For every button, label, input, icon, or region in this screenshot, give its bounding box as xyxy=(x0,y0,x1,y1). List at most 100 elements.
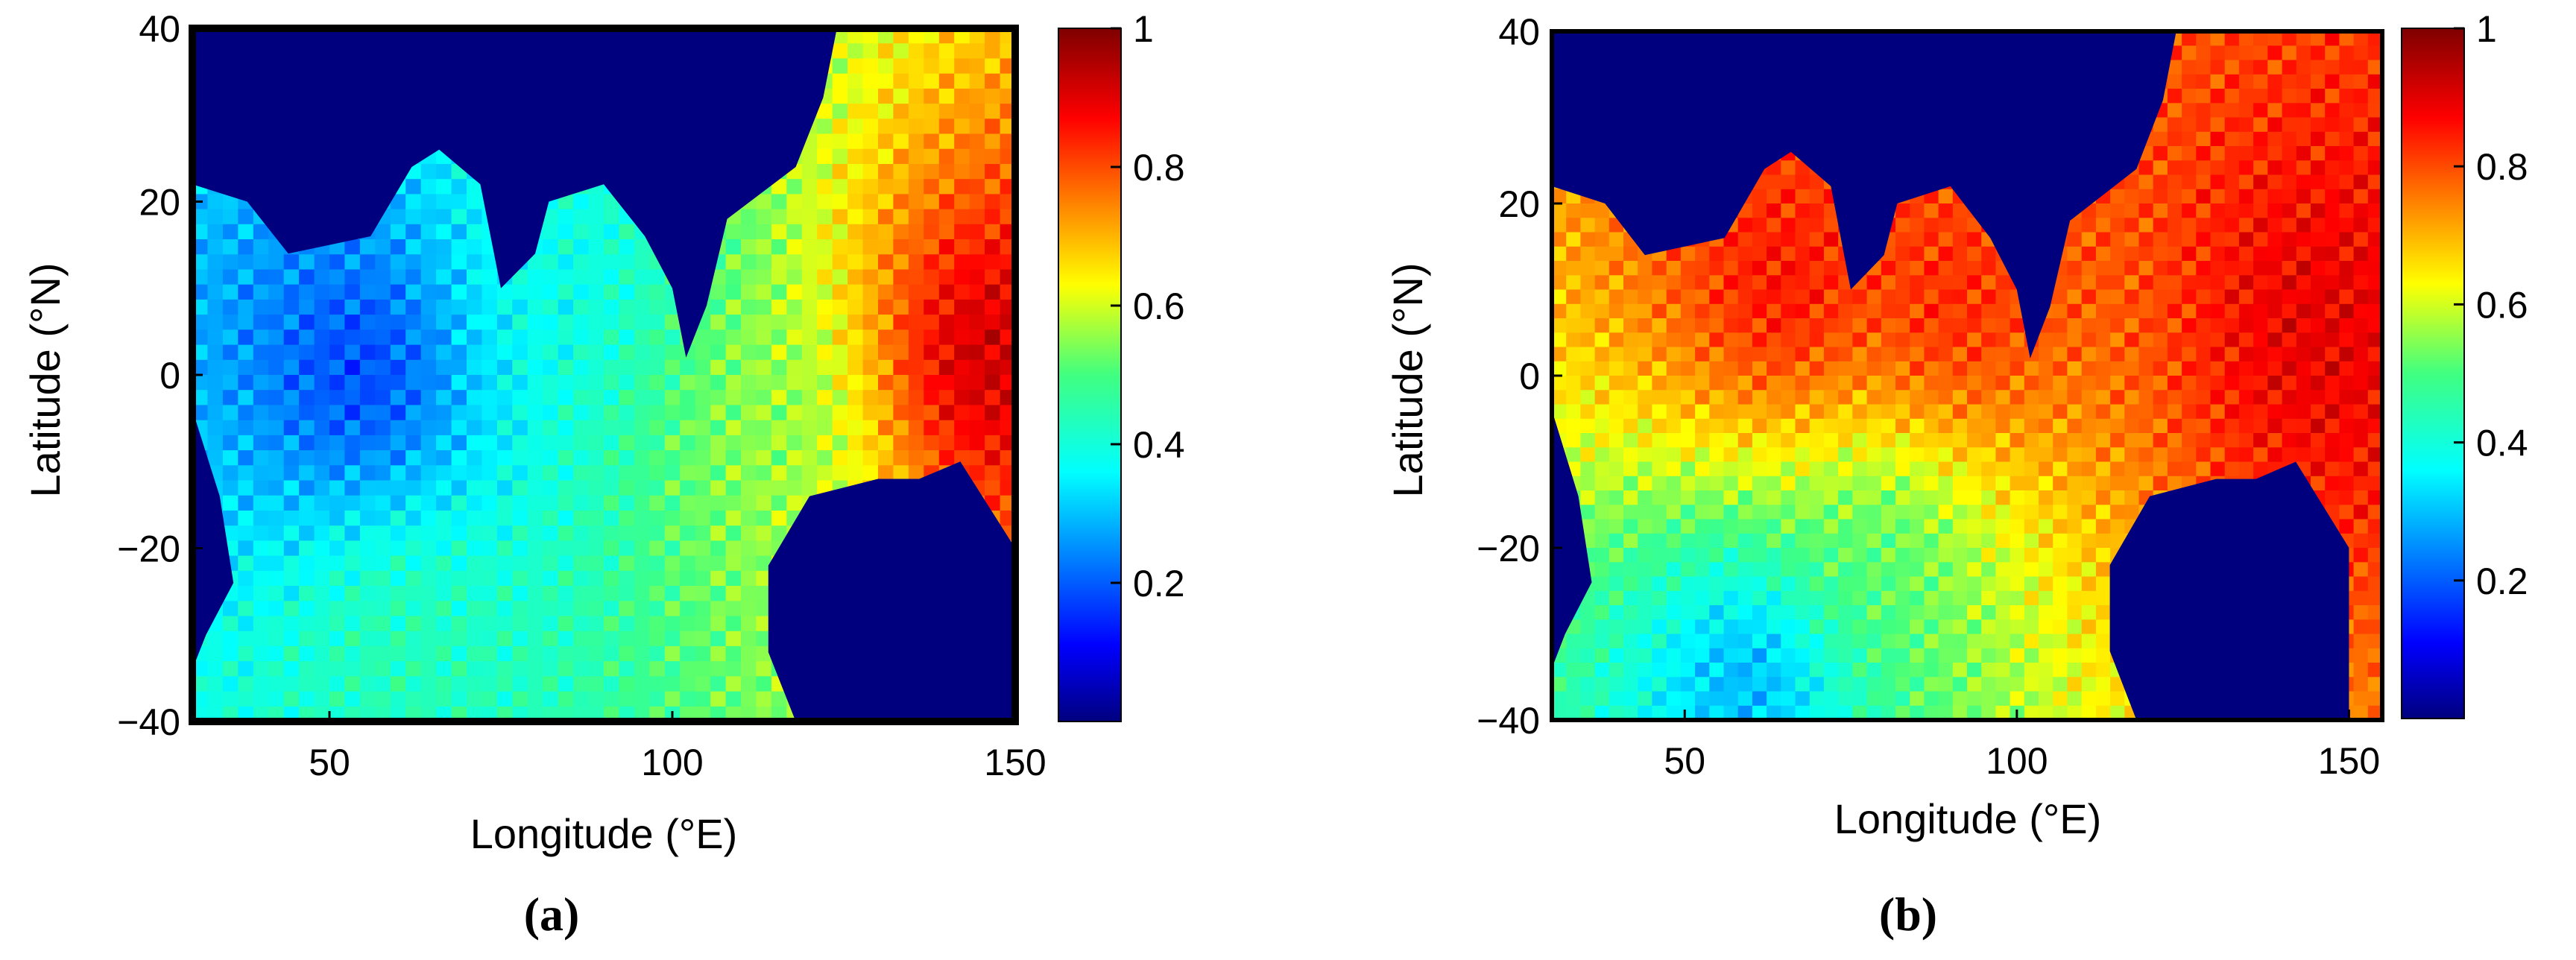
heatmap-cell xyxy=(1910,648,1925,663)
heatmap-cell xyxy=(1695,505,1711,520)
heatmap-cell xyxy=(771,405,788,421)
heatmap-cell xyxy=(2095,634,2111,649)
heatmap-cell xyxy=(359,495,376,511)
heatmap-cell xyxy=(1924,218,1939,233)
heatmap-cell xyxy=(664,691,681,707)
heatmap-cell xyxy=(2210,332,2226,348)
heatmap-cell xyxy=(1594,663,1610,678)
heatmap-cell xyxy=(329,616,346,632)
heatmap-cell xyxy=(405,269,422,285)
heatmap-cell xyxy=(847,299,864,315)
heatmap-cell xyxy=(1680,562,1696,578)
heatmap-cell xyxy=(2067,418,2083,434)
heatmap-cell xyxy=(1795,461,1811,477)
heatmap-cell xyxy=(192,676,209,692)
heatmap-cell xyxy=(1594,562,1610,578)
heatmap-cell xyxy=(741,390,757,406)
heatmap-cell xyxy=(817,133,833,150)
heatmap-cell xyxy=(604,315,620,331)
heatmap-cell xyxy=(832,239,848,255)
heatmap-cell xyxy=(436,299,452,315)
heatmap-cell xyxy=(1852,318,1868,334)
heatmap-cell xyxy=(2282,189,2297,204)
heatmap-cell xyxy=(207,344,224,361)
heatmap-cell xyxy=(1795,447,1811,463)
heatmap-cell xyxy=(1809,691,1825,707)
heatmap-cell xyxy=(756,616,772,632)
heatmap-cell xyxy=(1566,303,1582,319)
heatmap-cell xyxy=(725,375,742,391)
heatmap-cell xyxy=(1809,189,1825,204)
heatmap-cell xyxy=(253,631,269,647)
heatmap-cell xyxy=(436,375,452,391)
heatmap-cell xyxy=(1652,634,1667,649)
heatmap-cell xyxy=(1680,418,1696,434)
heatmap-cell xyxy=(1809,261,1825,277)
heatmap-cell xyxy=(924,43,940,60)
heatmap-cell xyxy=(1809,218,1825,233)
heatmap-cell xyxy=(1924,232,1939,247)
heatmap-cell xyxy=(2124,303,2140,319)
heatmap-cell xyxy=(283,420,300,436)
heatmap-cell xyxy=(1767,533,1782,549)
heatmap-cell xyxy=(1767,332,1782,348)
heatmap-cell xyxy=(954,209,970,225)
heatmap-cell xyxy=(1623,519,1638,534)
heatmap-cell xyxy=(1924,490,1939,506)
heatmap-cell xyxy=(1566,246,1582,262)
heatmap-cell xyxy=(283,450,300,467)
heatmap-cell xyxy=(2196,390,2212,405)
heatmap-cell xyxy=(482,375,498,391)
heatmap-cell xyxy=(1852,303,1868,319)
heatmap-cell xyxy=(954,88,970,104)
heatmap-cell xyxy=(2182,131,2197,147)
heatmap-cell xyxy=(710,525,727,542)
heatmap-cell xyxy=(2124,332,2140,348)
heatmap-cell xyxy=(2253,74,2269,89)
heatmap-cell xyxy=(2010,461,2025,477)
heatmap-cell xyxy=(2081,677,2097,692)
heatmap-cell xyxy=(1838,519,1854,534)
heatmap-cell xyxy=(2024,404,2039,420)
heatmap-cell xyxy=(436,495,452,511)
heatmap-cell xyxy=(405,254,422,271)
heatmap-cell xyxy=(985,315,1001,331)
heatmap-cell xyxy=(1938,404,1954,420)
heatmap-cell xyxy=(969,133,985,150)
heatmap-cell xyxy=(1952,548,1968,563)
heatmap-cell xyxy=(390,540,406,557)
heatmap-cell xyxy=(1723,461,1739,477)
heatmap-cell xyxy=(710,390,727,406)
heatmap-cell xyxy=(847,119,864,135)
heatmap-cell xyxy=(2238,131,2254,147)
heatmap-cell xyxy=(451,224,467,240)
heatmap-cell xyxy=(329,676,346,692)
heatmap-cell xyxy=(1752,189,1767,204)
heatmap-cell xyxy=(1638,433,1653,449)
heatmap-cell xyxy=(1895,562,1910,578)
heatmap-cell xyxy=(192,239,209,255)
heatmap-cell xyxy=(908,104,925,120)
heatmap-cell xyxy=(1580,246,1596,262)
heatmap-cell xyxy=(710,631,727,647)
heatmap-cell xyxy=(1737,576,1753,592)
heatmap-cell xyxy=(664,465,681,481)
heatmap-cell xyxy=(314,691,330,707)
heatmap-cell xyxy=(1924,691,1939,707)
heatmap-cell xyxy=(2167,117,2182,133)
heatmap-cell xyxy=(1952,691,1968,707)
heatmap-cell xyxy=(710,570,727,587)
heatmap-cell xyxy=(588,254,604,271)
heatmap-cell xyxy=(359,284,376,300)
heatmap-cell xyxy=(1938,347,1954,362)
heatmap-cell xyxy=(451,631,467,647)
heatmap-cell xyxy=(710,661,727,678)
heatmap-cell xyxy=(2067,605,2083,621)
heatmap-cell xyxy=(1623,634,1638,649)
heatmap-cell xyxy=(2081,663,2097,678)
x-ticks-a: 50 100 150 xyxy=(309,711,1046,783)
heatmap-cell xyxy=(938,359,955,376)
heatmap-cell xyxy=(1924,605,1939,621)
heatmap-cell xyxy=(1910,691,1925,707)
